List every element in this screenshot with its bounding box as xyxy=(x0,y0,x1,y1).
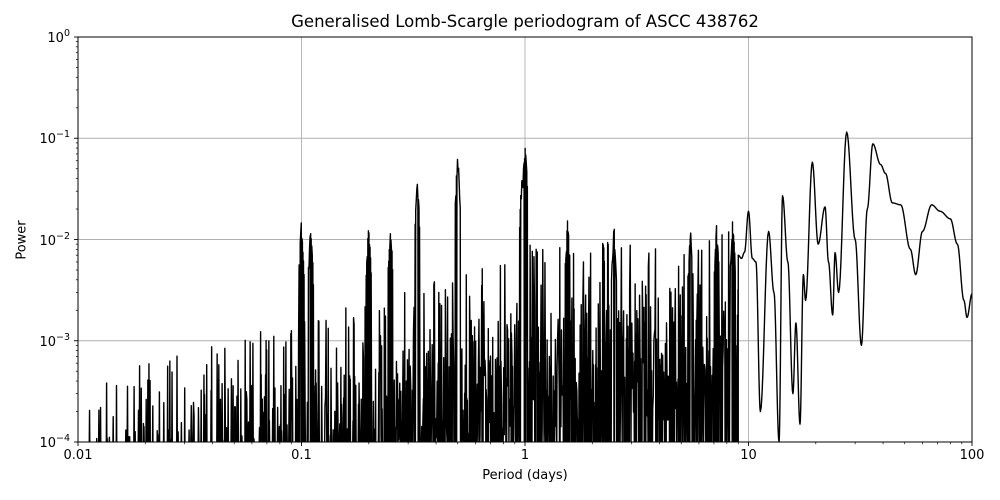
y-tick-label: 10−4 xyxy=(39,433,70,451)
x-axis-label: Period (days) xyxy=(482,468,568,483)
y-tick-label: 10−2 xyxy=(39,230,70,249)
x-tick-label: 1 xyxy=(520,448,530,463)
y-axis-label: Power xyxy=(14,220,30,260)
y-tick-label: 10−1 xyxy=(39,129,70,147)
x-tick-label: 0.1 xyxy=(291,448,312,463)
y-tick-label: 10−3 xyxy=(39,332,70,350)
x-tick-label: 10 xyxy=(740,448,757,463)
x-tick-label: 100 xyxy=(959,448,985,463)
x-tick-label: 0.01 xyxy=(63,448,93,463)
periodogram-line xyxy=(88,131,972,442)
chart-title: Generalised Lomb-Scargle periodogram of … xyxy=(291,12,759,31)
axes-frame xyxy=(77,36,973,443)
y-tick-label: 100 xyxy=(47,28,70,46)
axis-ticks xyxy=(74,36,973,446)
